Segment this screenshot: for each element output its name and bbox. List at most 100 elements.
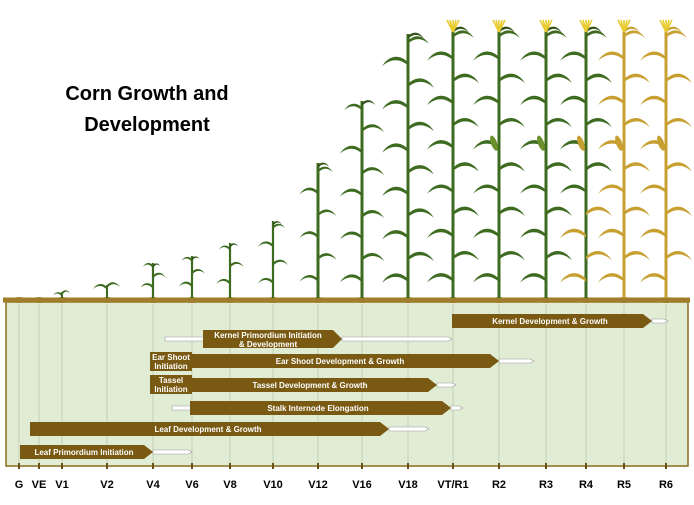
corn-plant xyxy=(640,19,692,298)
corn-leaf xyxy=(382,56,408,67)
stage-label: V1 xyxy=(55,479,68,491)
corn-plant xyxy=(93,282,120,298)
corn-leaf xyxy=(560,184,586,194)
corn-leaf xyxy=(344,103,362,111)
corn-leaf xyxy=(453,30,474,38)
corn-leaf xyxy=(520,95,546,106)
process-bar-tassel-initiation: Tassel Initiation xyxy=(150,375,192,394)
corn-leaf xyxy=(546,117,572,128)
corn-leaf xyxy=(258,277,273,285)
corn-leaf xyxy=(453,206,479,217)
corn-leaf xyxy=(339,231,362,240)
corn-leaf xyxy=(318,166,333,173)
corn-leaf xyxy=(499,206,525,217)
corn-plant xyxy=(53,290,70,298)
stage-label: V16 xyxy=(352,479,372,491)
corn-leaf xyxy=(62,290,70,295)
process-label: Kernel Development & Growth xyxy=(492,317,608,326)
corn-plant xyxy=(427,19,479,298)
corn-leaf xyxy=(520,228,546,239)
corn-leaf xyxy=(273,221,282,226)
corn-leaf xyxy=(624,250,650,261)
corn-leaf xyxy=(427,228,453,239)
corn-leaf xyxy=(560,95,586,106)
process-label: Stalk Internode Elongation xyxy=(267,404,368,413)
stage-label: V6 xyxy=(185,479,198,491)
soil-mound xyxy=(579,297,593,303)
soil-mound xyxy=(100,297,114,303)
corn-leaf xyxy=(598,273,624,283)
corn-tassel xyxy=(545,19,553,33)
process-label: Ear Shoot Development & Growth xyxy=(276,357,405,366)
process-bar-tail xyxy=(436,382,457,388)
corn-leaf xyxy=(219,245,230,251)
corn-leaf xyxy=(382,186,408,197)
stage-label: R3 xyxy=(539,479,553,491)
corn-ear xyxy=(657,135,665,151)
soil-mound xyxy=(355,297,369,303)
process-bar-tail xyxy=(651,318,669,324)
process-bar-lead xyxy=(164,336,206,342)
corn-leaf xyxy=(666,162,692,172)
corn-leaf xyxy=(382,273,408,283)
corn-plant xyxy=(598,19,650,298)
corn-leaf xyxy=(453,250,479,261)
corn-leaf xyxy=(499,250,525,261)
corn-leaf xyxy=(299,187,318,195)
corn-leaf xyxy=(382,143,408,153)
corn-tassel xyxy=(452,19,460,33)
process-bar-shape xyxy=(192,378,437,392)
soil-mound xyxy=(185,297,199,303)
corn-ear xyxy=(577,135,585,151)
corn-leaf xyxy=(299,274,318,282)
corn-leaf xyxy=(546,162,572,172)
process-label-line-1: Ear Shoot xyxy=(152,353,190,362)
corn-tassel xyxy=(665,19,673,33)
corn-leaf xyxy=(473,184,499,194)
process-bar-ear-shoot-development: Ear Shoot Development & Growth xyxy=(192,354,535,368)
soil-mound xyxy=(32,297,46,303)
corn-leaf xyxy=(598,95,624,106)
corn-ear xyxy=(615,135,623,151)
corn-leaf xyxy=(427,140,453,150)
corn-leaf xyxy=(640,95,666,106)
soil-mound xyxy=(146,297,160,303)
corn-leaf xyxy=(362,210,385,219)
corn-leaf xyxy=(624,26,640,33)
corn-leaf xyxy=(624,162,650,172)
process-bar-shape xyxy=(150,375,192,394)
corn-leaf xyxy=(273,259,288,266)
corn-plant xyxy=(560,19,612,298)
stage-label: V12 xyxy=(308,479,328,491)
corn-leaf xyxy=(339,145,362,154)
corn-plant xyxy=(473,19,525,298)
soil-mound xyxy=(446,297,460,303)
soil-mound xyxy=(617,297,631,303)
diagram-title-line-1: Corn Growth and xyxy=(65,83,228,105)
corn-leaf xyxy=(179,281,192,288)
corn-leaf xyxy=(273,223,285,230)
corn-leaf xyxy=(427,95,453,106)
corn-leaf xyxy=(318,209,337,217)
corn-leaf xyxy=(560,273,586,283)
corn-leaf xyxy=(408,251,434,262)
corn-leaf xyxy=(499,162,525,172)
soil-mound xyxy=(266,297,280,303)
corn-leaf xyxy=(408,36,429,44)
soil-mound xyxy=(539,297,553,303)
corn-leaf xyxy=(153,263,161,268)
corn-leaf xyxy=(586,30,607,38)
process-label-line-2: Initiation xyxy=(154,362,187,371)
corn-leaf xyxy=(520,273,546,283)
process-bar-shape xyxy=(203,330,342,348)
corn-leaf xyxy=(473,95,499,106)
corn-leaf xyxy=(362,252,385,262)
corn-tassel xyxy=(498,19,506,33)
soil-mound xyxy=(12,297,26,303)
stage-labels: G VE V1 V2 V4 V6 V8 V10 V12 V16 V18 VT/R1 R2 R3 R4 R5 R6 xyxy=(15,479,673,491)
corn-leaf xyxy=(546,26,562,33)
process-bar-shape xyxy=(20,445,153,459)
soil-mound xyxy=(401,297,415,303)
stage-label: V8 xyxy=(223,479,236,491)
